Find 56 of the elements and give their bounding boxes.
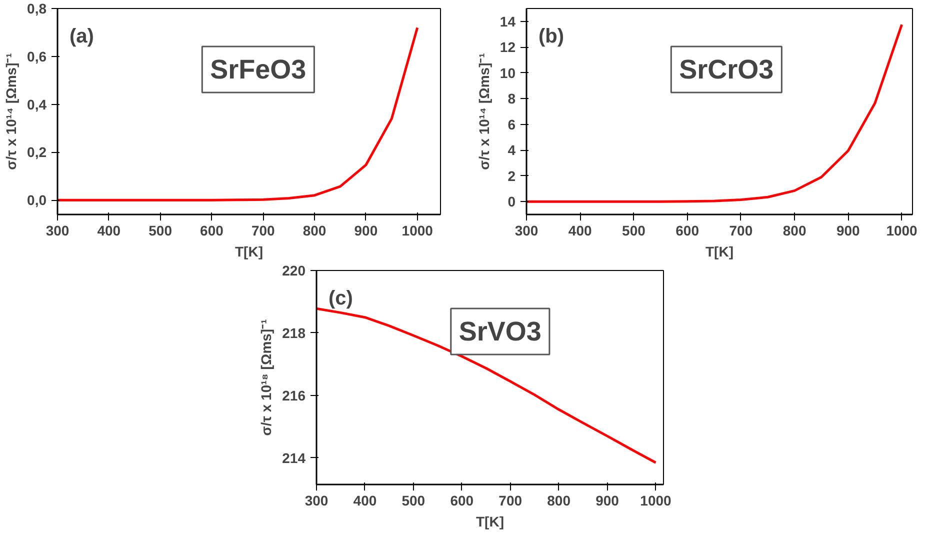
x-tick-label: 700 — [729, 222, 753, 238]
x-tick-label: 600 — [676, 222, 700, 238]
x-tick-label: 300 — [514, 222, 538, 238]
annotation: SrFeO3 — [210, 54, 306, 84]
x-tick-label: 600 — [200, 222, 224, 238]
annotation: (b) — [538, 26, 564, 48]
x-axis-title: T[K] — [706, 244, 734, 260]
y-tick-label: 218 — [282, 324, 306, 341]
x-tick-label: 600 — [450, 492, 474, 508]
y-axis-title: σ/τ x 10¹⁸ [Ωms]⁻¹ — [258, 318, 274, 436]
x-tick-label: 400 — [353, 492, 377, 508]
x-tick-label: 400 — [568, 222, 592, 238]
x-tick-label: 800 — [782, 222, 806, 238]
y-tick-label: 14 — [500, 13, 516, 30]
x-tick-label: 1000 — [886, 222, 918, 238]
x-tick-label: 400 — [97, 222, 121, 238]
x-tick-label: 500 — [402, 492, 426, 508]
x-tick-label: 1000 — [640, 492, 672, 508]
y-tick-label: 12 — [500, 39, 516, 56]
y-axis-title: σ/τ x 10¹⁴ [Ωms]⁻¹ — [3, 52, 20, 170]
annotation: (a) — [70, 26, 94, 48]
y-tick-label: 0 — [508, 194, 516, 210]
x-axis-title: T[K] — [476, 514, 504, 530]
x-tick-label: 300 — [304, 492, 328, 508]
y-tick-label: 0,2 — [27, 144, 47, 160]
x-tick-label: 500 — [148, 222, 172, 238]
y-tick-label: 0,0 — [27, 192, 47, 208]
y-tick-label: 10 — [500, 64, 516, 81]
x-tick-label: 900 — [596, 492, 620, 508]
y-tick-label: 4 — [508, 142, 516, 158]
line-series — [58, 26, 419, 202]
line-series — [526, 23, 904, 203]
y-tick-label: 214 — [282, 450, 306, 466]
y-tick-label: 0,8 — [27, 0, 47, 16]
y-tick-label: 0,4 — [27, 96, 47, 112]
annotation: SrVO3 — [458, 316, 542, 346]
y-tick-label: 2 — [508, 168, 516, 184]
x-tick-label: 1000 — [402, 222, 434, 238]
y-tick-label: 220 — [282, 262, 306, 278]
y-tick-label: 8 — [508, 90, 516, 107]
x-tick-label: 800 — [302, 222, 326, 238]
x-tick-label: 700 — [251, 222, 276, 238]
x-tick-label: 500 — [622, 222, 646, 238]
y-tick-label: 216 — [282, 387, 306, 404]
y-axis-title: σ/τ x 10¹⁴ [Ωms]⁻¹ — [476, 52, 492, 170]
x-tick-label: 900 — [354, 222, 378, 238]
x-tick-label: 700 — [498, 492, 522, 508]
x-axis-title: T[K] — [235, 244, 264, 260]
annotation: (c) — [328, 288, 353, 310]
line-series — [316, 307, 657, 464]
y-tick-label: 0,6 — [27, 48, 47, 64]
x-tick-label: 300 — [46, 222, 70, 238]
x-tick-label: 800 — [547, 492, 571, 508]
annotation: SrCrO3 — [679, 54, 774, 84]
y-tick-label: 6 — [508, 116, 516, 132]
x-tick-label: 900 — [836, 222, 860, 238]
